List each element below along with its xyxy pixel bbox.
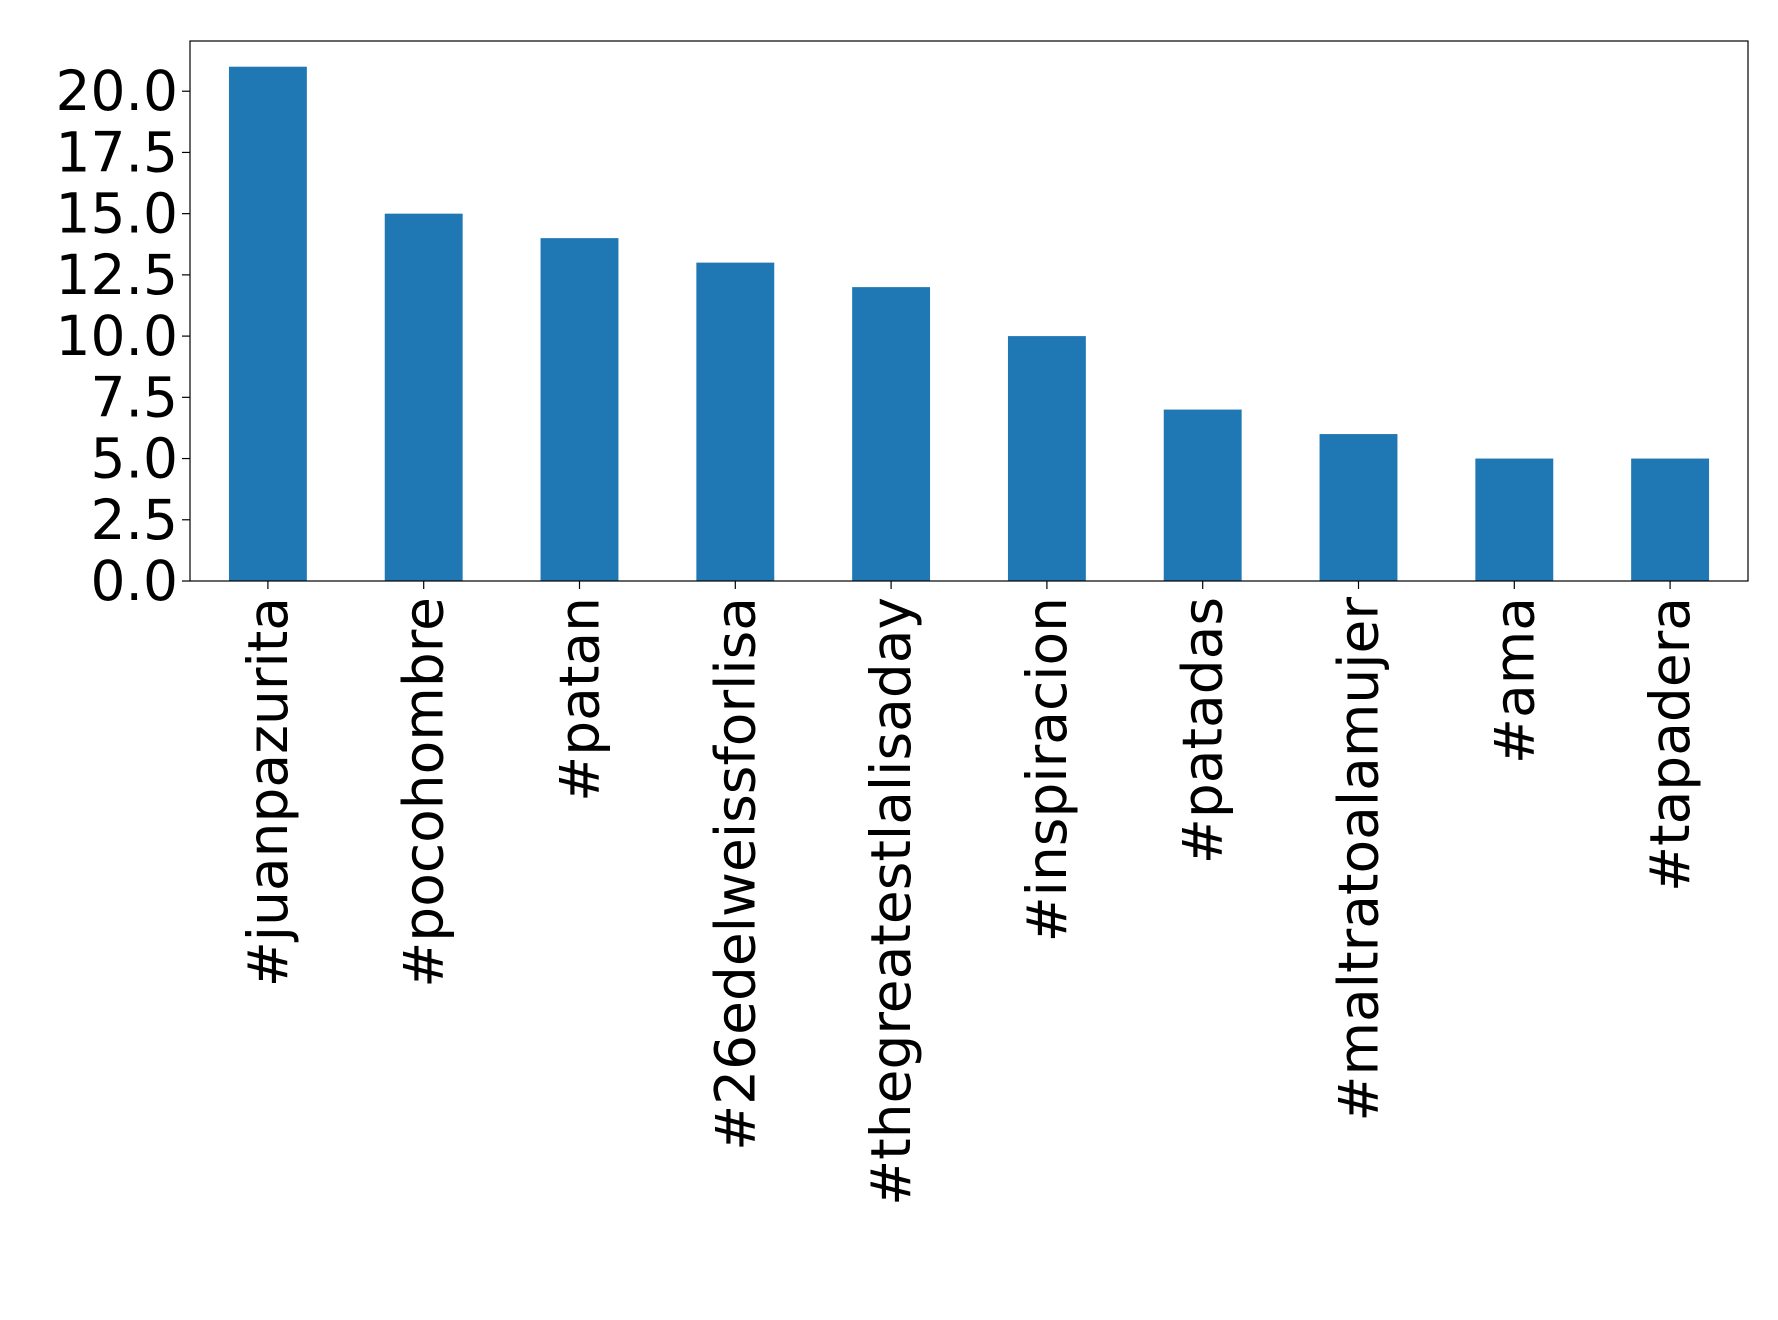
x-tick-label: #patan <box>548 597 612 802</box>
bar <box>1007 336 1086 581</box>
x-tick-label: #inspiracion <box>1015 597 1079 942</box>
bar <box>384 213 463 581</box>
x-tick-label: #pocohombre <box>392 597 456 988</box>
x-tick-label: #tapadera <box>1638 597 1702 892</box>
axes-frame <box>189 40 1749 582</box>
x-tick-label: #patadas <box>1171 597 1235 864</box>
y-tick-label: 7.5 <box>91 365 178 429</box>
bar <box>540 238 619 581</box>
bar <box>1475 458 1554 581</box>
x-tick-label: #juanpazurita <box>236 597 300 987</box>
x-tick-label: #26edelweissforlisa <box>703 597 767 1151</box>
bar <box>852 287 931 581</box>
bar <box>228 66 307 581</box>
y-tick-label: 0.0 <box>91 549 178 613</box>
x-tick-label: #thegreatestlalisaday <box>859 597 923 1206</box>
y-tick-label: 2.5 <box>91 488 178 552</box>
bar <box>1631 458 1710 581</box>
y-tick-label: 15.0 <box>56 182 178 246</box>
x-tick-label: #ama <box>1482 597 1546 764</box>
y-tick-label: 5.0 <box>91 427 178 491</box>
y-tick-label: 12.5 <box>56 243 178 307</box>
y-tick-label: 20.0 <box>56 59 178 123</box>
x-tick-label: #maltratoalamujer <box>1327 597 1391 1122</box>
bar <box>1319 434 1398 581</box>
y-tick-label: 17.5 <box>56 120 178 184</box>
y-tick-label: 10.0 <box>56 304 178 368</box>
bar <box>1163 409 1242 581</box>
bar <box>696 262 775 581</box>
